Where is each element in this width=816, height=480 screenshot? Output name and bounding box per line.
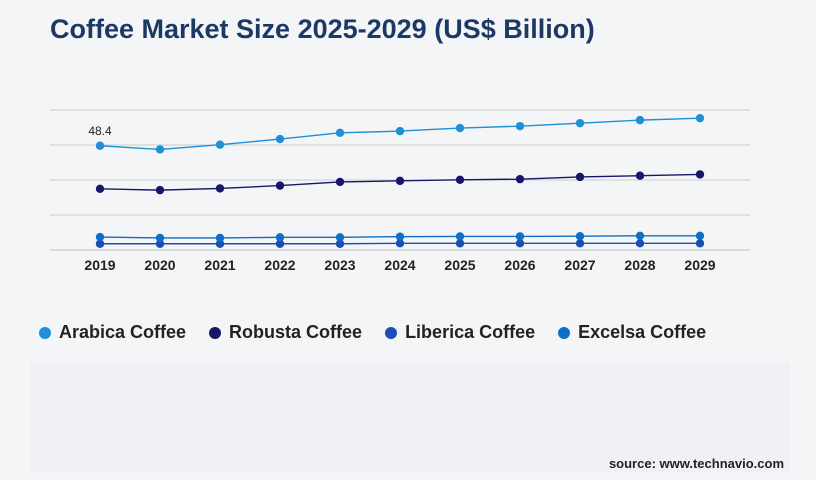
series-points (95, 113, 705, 248)
legend-marker (209, 326, 222, 339)
legend-marker (39, 326, 51, 339)
x-tick-label: 2027 (564, 257, 595, 273)
data-point (695, 170, 705, 179)
data-point (95, 232, 105, 242)
data-point (515, 174, 525, 184)
line-chart: 2019 2020 2021 2022 2023 2024 2025 2026 2027 2028… (50, 109, 750, 273)
data-point (95, 239, 105, 248)
x-tick-label: 2029 (684, 257, 715, 273)
x-tick-label: 2019 (84, 257, 115, 273)
x-tick-label: 2028 (624, 257, 655, 273)
data-point (275, 134, 285, 144)
data-point (335, 128, 345, 138)
data-point (695, 231, 705, 240)
x-tick-label: 2025 (444, 257, 475, 273)
data-point (395, 126, 405, 136)
data-point (695, 113, 705, 123)
data-point (635, 171, 645, 180)
data-point (335, 177, 345, 187)
data-point (635, 115, 645, 125)
data-point (575, 118, 585, 128)
data-point (395, 239, 405, 248)
data-point (95, 141, 105, 150)
legend-label: Liberica Coffee (405, 322, 536, 342)
x-tick-label: 2022 (264, 257, 295, 273)
x-axis-ticks: 2019 2020 2021 2022 2023 2024 2025 2026 2027 2028… (84, 257, 715, 273)
data-point (335, 233, 345, 242)
legend-label: Excelsa Coffee (578, 322, 707, 342)
legend-item: Arabica Coffee (38, 322, 186, 343)
data-point (455, 175, 465, 184)
data-point (635, 239, 645, 248)
chart-title: Coffee Market Size 2025-2029 (US$ Billio… (50, 14, 595, 44)
source-credit: source: www.technavio.com (608, 456, 784, 471)
x-tick-label: 2023 (324, 257, 355, 273)
x-tick-label: 2021 (204, 257, 235, 273)
data-point (455, 232, 465, 241)
data-point (455, 123, 465, 133)
data-point (155, 185, 165, 195)
data-labels: 48.4 (88, 124, 112, 138)
legend-marker (385, 326, 398, 339)
data-point (275, 181, 285, 190)
legend-item: Excelsa Coffee (557, 322, 706, 343)
x-tick-label: 2024 (384, 257, 415, 273)
data-point (215, 239, 225, 248)
data-point (155, 233, 165, 243)
legend-panel (30, 362, 790, 472)
legend-item: Liberica Coffee (384, 322, 535, 343)
data-point (215, 140, 225, 149)
x-tick-label: 2020 (144, 257, 175, 273)
data-point (455, 239, 465, 248)
data-point (515, 239, 525, 248)
data-point (275, 233, 285, 242)
legend-marker (558, 326, 571, 339)
data-label: 48.4 (88, 124, 112, 138)
legend-item: Robusta Coffee (208, 322, 362, 343)
data-point (575, 239, 585, 248)
data-point (575, 172, 585, 182)
data-point (515, 232, 525, 241)
x-tick-label: 2026 (504, 257, 535, 273)
data-point (395, 176, 405, 186)
legend-label: Robusta Coffee (229, 322, 363, 342)
data-point (335, 239, 345, 248)
legend: Arabica Coffee Robusta Coffee Liberica Cof… (38, 322, 706, 343)
data-point (275, 239, 285, 248)
data-point (575, 232, 585, 241)
data-point (95, 184, 105, 194)
data-point (155, 145, 165, 154)
data-point (215, 233, 225, 243)
data-point (635, 231, 645, 240)
data-point (515, 121, 525, 131)
data-point (695, 239, 705, 248)
data-point (215, 184, 225, 193)
data-point (395, 232, 405, 241)
legend-label: Arabica Coffee (59, 322, 187, 342)
data-point (155, 239, 165, 248)
